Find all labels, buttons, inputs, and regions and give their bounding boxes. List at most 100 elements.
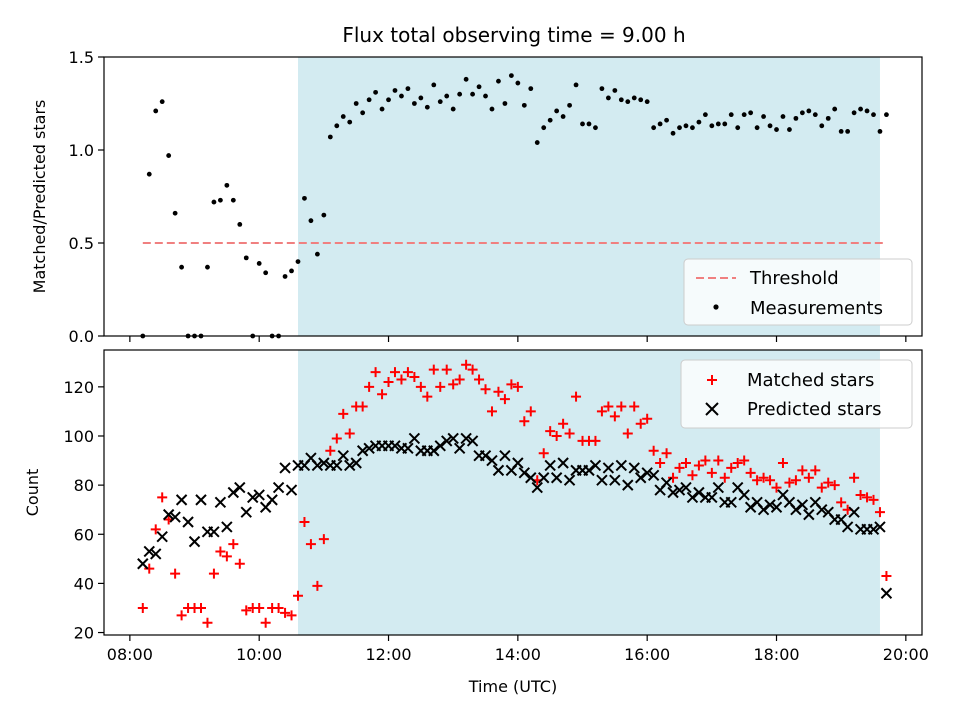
measurement-point	[360, 110, 366, 116]
measurement-point	[560, 114, 566, 119]
measurement-point	[230, 197, 236, 203]
predicted-star-point	[538, 472, 550, 484]
measurement-point	[146, 171, 152, 177]
matched-star-point	[590, 435, 601, 446]
matched-star-point	[551, 430, 562, 441]
predicted-star-point	[492, 464, 505, 477]
predicted-star-point	[156, 531, 168, 543]
bottom-ytick-label: 40	[74, 574, 94, 593]
predicted-star-point	[563, 474, 576, 486]
measurement-point	[243, 255, 249, 261]
measurement-point	[411, 101, 417, 106]
measurement-point	[748, 110, 754, 116]
top-ylabel: Matched/Predicted stars	[30, 100, 49, 294]
measurement-point	[224, 182, 230, 188]
matched-star-point	[331, 433, 342, 444]
matched-star-point	[377, 389, 388, 400]
matched-star-point	[706, 467, 717, 478]
predicted-star-point	[389, 440, 401, 452]
matched-star-point	[538, 448, 549, 459]
bottom-xtick-label: 20:00	[883, 645, 929, 664]
matched-star-point	[739, 455, 750, 466]
predicted-star-point	[272, 481, 285, 494]
predicted-star-point	[589, 459, 602, 472]
measurement-point	[651, 125, 657, 131]
bottom-xtick-label: 18:00	[753, 645, 799, 664]
measurement-point	[845, 129, 851, 134]
matched-star-point	[719, 472, 730, 483]
matched-star-point	[661, 448, 672, 459]
matched-star-point	[622, 428, 633, 439]
matched-star-point	[254, 602, 265, 613]
predicted-star-point	[641, 467, 653, 479]
measurement-point	[638, 97, 644, 103]
measurement-point	[153, 108, 159, 114]
measurement-point	[308, 218, 314, 224]
predicted-star-point	[693, 486, 705, 499]
matched-star-point	[215, 546, 226, 557]
bottom-xtick-label: 16:00	[624, 645, 670, 664]
matched-star-point	[874, 507, 885, 518]
matched-star-point	[771, 482, 782, 493]
matched-star-point	[571, 391, 582, 402]
measurement-point	[334, 123, 340, 129]
measurement-point	[399, 93, 404, 99]
predicted-star-point	[531, 481, 543, 494]
matched-star-point	[726, 462, 737, 473]
measurement-point	[812, 112, 818, 118]
predicted-star-point	[803, 508, 815, 521]
measurement-point	[327, 134, 333, 140]
measurement-point	[735, 125, 741, 131]
matched-star-point	[693, 460, 704, 471]
measurement-point	[741, 112, 747, 118]
matched-star-point	[461, 359, 472, 370]
measurement-point	[386, 97, 391, 103]
bottom-xtick-label: 10:00	[236, 645, 282, 664]
predicted-star-point	[402, 442, 414, 454]
predicted-star-point	[447, 432, 459, 445]
predicted-star-point	[628, 462, 640, 474]
measurement-point	[405, 86, 411, 92]
predicted-star-point	[240, 506, 252, 518]
matched-star-point	[435, 381, 446, 392]
matched-star-point	[441, 364, 452, 375]
predicted-star-point	[841, 521, 854, 533]
measurement-point	[172, 210, 178, 216]
measurement-point	[470, 91, 475, 97]
matched-star-point	[409, 372, 420, 383]
matched-star-point	[137, 602, 148, 613]
measurement-point	[644, 99, 650, 105]
predicted-star-point	[208, 526, 220, 538]
matched-star-point	[790, 475, 801, 486]
predicted-star-point	[602, 462, 615, 474]
matched-star-point	[299, 516, 310, 527]
matched-star-point	[829, 480, 840, 491]
measurement-point	[599, 86, 605, 92]
matched-star-point	[868, 494, 879, 505]
matched-star-point	[195, 602, 206, 613]
predicted-star-point	[518, 467, 531, 479]
matched-star-point	[803, 472, 814, 483]
predicted-star-point	[143, 545, 155, 558]
predicted-star-point	[441, 435, 453, 447]
bottom-xtick-label: 14:00	[495, 645, 541, 664]
matched-star-point	[668, 472, 679, 483]
predicted-star-point	[344, 459, 356, 472]
predicted-star-point	[816, 503, 828, 516]
matched-star-point	[157, 492, 168, 503]
measurement-point	[437, 99, 443, 105]
measurement-point	[489, 106, 495, 112]
predicted-star-point	[311, 459, 324, 472]
measurement-point	[819, 123, 825, 129]
measurement-point	[593, 125, 598, 131]
matched-star-point	[745, 467, 756, 478]
predicted-star-point	[525, 472, 537, 484]
measurement-point	[347, 119, 353, 125]
predicted-star-point	[350, 457, 362, 469]
measurement-point	[567, 102, 572, 108]
predicted-star-point	[796, 499, 809, 511]
measurement-point	[340, 114, 346, 119]
matched-star-point	[629, 401, 640, 412]
matched-star-point	[318, 534, 329, 545]
